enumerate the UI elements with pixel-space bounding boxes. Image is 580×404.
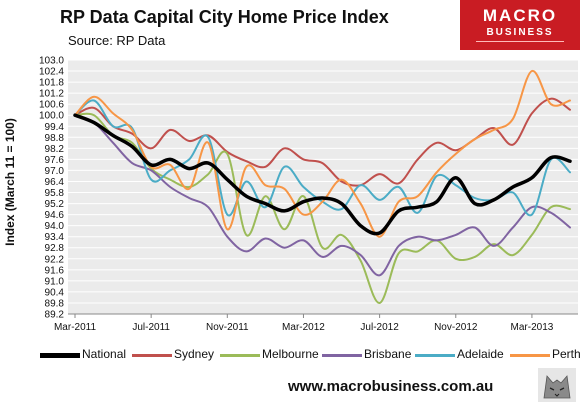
x-tick-label: Jul-2012 xyxy=(360,322,399,333)
series-line-brisbane xyxy=(74,114,571,277)
legend-swatch xyxy=(415,354,455,357)
legend-label: Brisbane xyxy=(364,347,412,361)
y-tick-label: 90.4 xyxy=(45,287,65,298)
series-line-sydney xyxy=(74,97,571,187)
x-tick-label: Mar-2013 xyxy=(511,322,554,333)
y-tick-label: 98.8 xyxy=(45,133,65,144)
legend-swatch xyxy=(40,353,80,358)
series-line-perth xyxy=(74,70,571,238)
y-tick-label: 95.2 xyxy=(45,199,65,210)
series-line-melbourne xyxy=(74,112,571,304)
legend-label: Perth xyxy=(552,347,580,361)
y-tick-label: 92.2 xyxy=(45,254,65,265)
series-line-national xyxy=(73,113,572,236)
plot-area xyxy=(68,60,578,314)
logo-line2: BUSINESS xyxy=(486,27,554,38)
y-tick-label: 94.0 xyxy=(45,221,65,232)
y-tick-label: 97.6 xyxy=(45,155,65,166)
footer-url: www.macrobusiness.com.au xyxy=(288,378,494,395)
y-tick-label: 101.8 xyxy=(39,78,64,89)
y-tick-label: 93.4 xyxy=(45,232,65,243)
legend-label: Melbourne xyxy=(262,347,319,361)
x-tick-label: Mar-2012 xyxy=(282,322,325,333)
legend-label: Sydney xyxy=(174,347,215,361)
y-tick-label: 92.8 xyxy=(45,243,65,254)
y-tick-label: 100.6 xyxy=(39,100,64,111)
legend-swatch xyxy=(220,354,260,357)
macro-business-logo: MACRO BUSINESS xyxy=(460,0,580,50)
y-tick-label: 101.2 xyxy=(39,89,64,100)
x-tick-label: Jul-2011 xyxy=(132,322,170,333)
y-tick-label: 89.8 xyxy=(45,298,65,309)
y-tick-label: 94.6 xyxy=(45,210,65,221)
y-tick-label: 91.6 xyxy=(45,265,65,276)
y-tick-label: 100.0 xyxy=(39,111,64,122)
x-tick-label: Nov-2011 xyxy=(206,322,249,333)
logo-line1: MACRO xyxy=(482,6,558,25)
legend: National Sydney Melbourne Brisbane Adelaide P… xyxy=(40,347,580,367)
wolf-icon xyxy=(538,368,576,402)
y-axis-title: Index (March 11 = 100) xyxy=(3,118,17,246)
legend-label: Adelaide xyxy=(457,347,504,361)
y-tick-label: 99.4 xyxy=(45,122,65,133)
y-tick-label: 91.0 xyxy=(45,276,65,287)
chart-source: Source: RP Data xyxy=(68,33,166,48)
y-tick-label: 89.2 xyxy=(45,310,65,321)
legend-label: National xyxy=(82,347,127,361)
y-tick-label: 103.0 xyxy=(39,56,64,67)
legend-swatch xyxy=(132,354,172,357)
legend-swatch xyxy=(322,354,362,357)
y-tick-label: 95.8 xyxy=(45,188,65,199)
x-tick-label: Nov-2012 xyxy=(434,322,478,333)
y-tick-label: 97.0 xyxy=(45,166,65,177)
x-tick-label: Mar-2011 xyxy=(54,322,96,333)
legend-swatch xyxy=(510,354,550,357)
y-tick-label: 98.2 xyxy=(45,144,65,155)
logo-line3 xyxy=(476,41,564,47)
chart-title: RP Data Capital City Home Price Index xyxy=(60,7,389,27)
y-tick-label: 96.4 xyxy=(45,177,65,188)
y-tick-label: 102.4 xyxy=(39,67,64,78)
